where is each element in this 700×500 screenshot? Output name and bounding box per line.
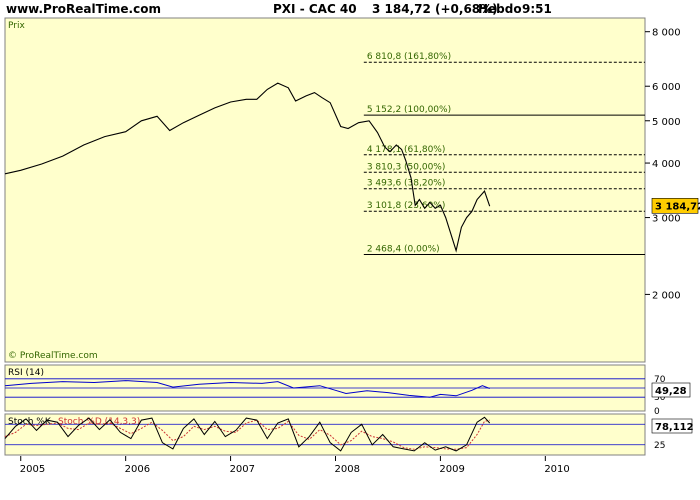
stoch-legend-k: Stoch %K xyxy=(8,417,52,427)
price-axis-label: 6 000 xyxy=(652,82,681,93)
rsi-level-label: 70 xyxy=(654,375,666,385)
time-axis-label: 2008 xyxy=(334,464,359,475)
stoch-k-line xyxy=(4,416,491,452)
header-bar: www.ProRealTime.com PXI - CAC 40 3 184,7… xyxy=(0,0,700,17)
time-axis-label: 2009 xyxy=(439,464,464,475)
price-axis-label: 3 000 xyxy=(652,214,681,225)
last-price-label: 3 184,72 xyxy=(655,201,700,212)
instrument-symbol: PXI - CAC 40 xyxy=(273,2,357,16)
stoch-last-label: 78,112 xyxy=(655,422,694,433)
fib-level-label: 6 810,8 (161,80%) xyxy=(367,52,451,62)
price-axis: 8 000 6 000 5 000 4 000 3 000 2 000 xyxy=(645,28,681,301)
price-panel[interactable] xyxy=(4,17,646,363)
watermark: © ProRealTime.com xyxy=(8,351,98,361)
fib-level-label: 3 101,8 (23,60%) xyxy=(367,201,446,211)
price-axis-label: 4 000 xyxy=(652,159,681,170)
rsi-last-label: 49,28 xyxy=(655,386,687,397)
price-axis-label: 2 000 xyxy=(652,290,681,301)
fib-level-label: 3 493,6 (38,20%) xyxy=(367,179,446,189)
fibonacci-levels: 6 810,8 (161,80%) 5 152,2 (100,00%) 4 178,… xyxy=(363,52,645,256)
stoch-d-line xyxy=(4,419,490,450)
time-axis-label: 2005 xyxy=(20,464,45,475)
stoch-legend-d: Stoch %D (14,3,3) xyxy=(58,417,140,427)
fib-level-label: 4 178,1 (61,80%) xyxy=(367,145,446,155)
price-axis-label: 5 000 xyxy=(652,117,681,128)
time-axis-label: 2010 xyxy=(544,464,569,475)
stoch-level-label: 25 xyxy=(654,441,665,451)
rsi-series-line xyxy=(4,380,490,398)
time-axis-label: 2007 xyxy=(230,464,255,475)
last-price-label-bg xyxy=(651,198,699,214)
time-axis: 2005 2006 2007 2008 2009 2010 xyxy=(20,456,570,475)
price-panel-title: Prix xyxy=(8,21,25,31)
fib-level-label: 2 468,4 (0,00%) xyxy=(367,245,440,255)
rsi-panel-title: RSI (14) xyxy=(8,368,44,378)
site-name[interactable]: www.ProRealTime.com xyxy=(6,2,161,16)
price-axis-label: 8 000 xyxy=(652,28,681,39)
time-label: 9:51 xyxy=(522,2,552,16)
price-series-line xyxy=(4,82,491,253)
stoch-panel[interactable] xyxy=(4,413,646,456)
rsi-level-label: 30 xyxy=(654,393,666,403)
time-axis-label: 2006 xyxy=(125,464,150,475)
last-quote: 3 184,72 (+0,68%) xyxy=(372,2,498,16)
fib-level-label: 5 152,2 (100,00%) xyxy=(367,105,451,115)
fib-level-label: 3 810,3 (50,00%) xyxy=(367,162,446,172)
rsi-level-label: 0 xyxy=(654,407,660,417)
stoch-last-label-bg xyxy=(651,418,693,434)
period-label: Hebdo xyxy=(478,2,522,16)
rsi-last-label-bg xyxy=(651,382,691,398)
